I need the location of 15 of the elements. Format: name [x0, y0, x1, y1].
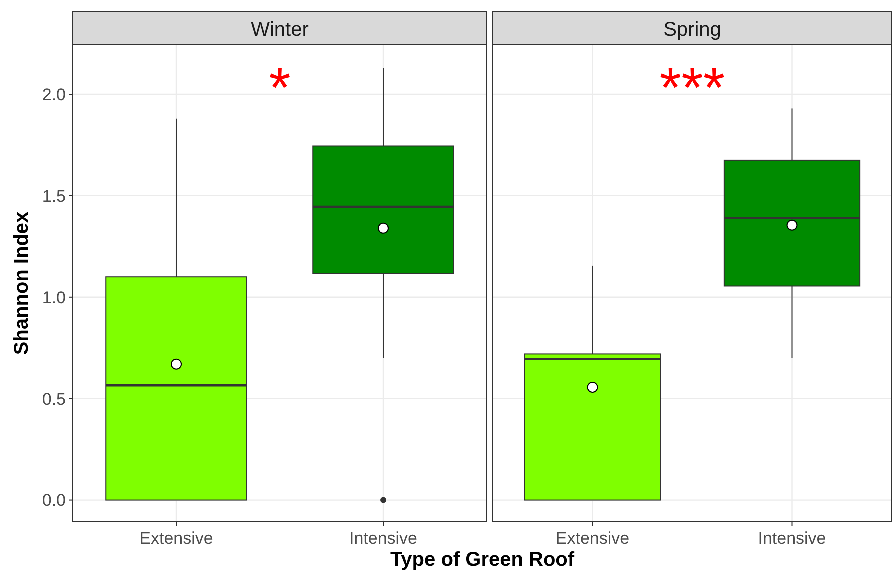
y-tick-label: 2.0 [42, 85, 66, 104]
y-tick-label: 0.5 [42, 390, 66, 409]
y-tick-label: 1.0 [42, 288, 66, 308]
y-tick-label: 0.0 [42, 491, 66, 510]
x-tick-label: Intensive [349, 529, 418, 548]
chart-title: Spring [664, 19, 722, 41]
x-axis-title: Type of Green Roof [390, 549, 575, 571]
y-axis-title: Shannon Index [11, 212, 33, 356]
x-tick-label: Extensive [140, 529, 214, 548]
x-tick-label: Intensive [758, 529, 826, 548]
x-tick-label: Extensive [556, 529, 630, 548]
y-tick-label: 1.5 [42, 186, 66, 206]
chart-title: Winter [251, 19, 310, 41]
annotation: *** [660, 56, 726, 119]
annotation: * [269, 56, 291, 119]
